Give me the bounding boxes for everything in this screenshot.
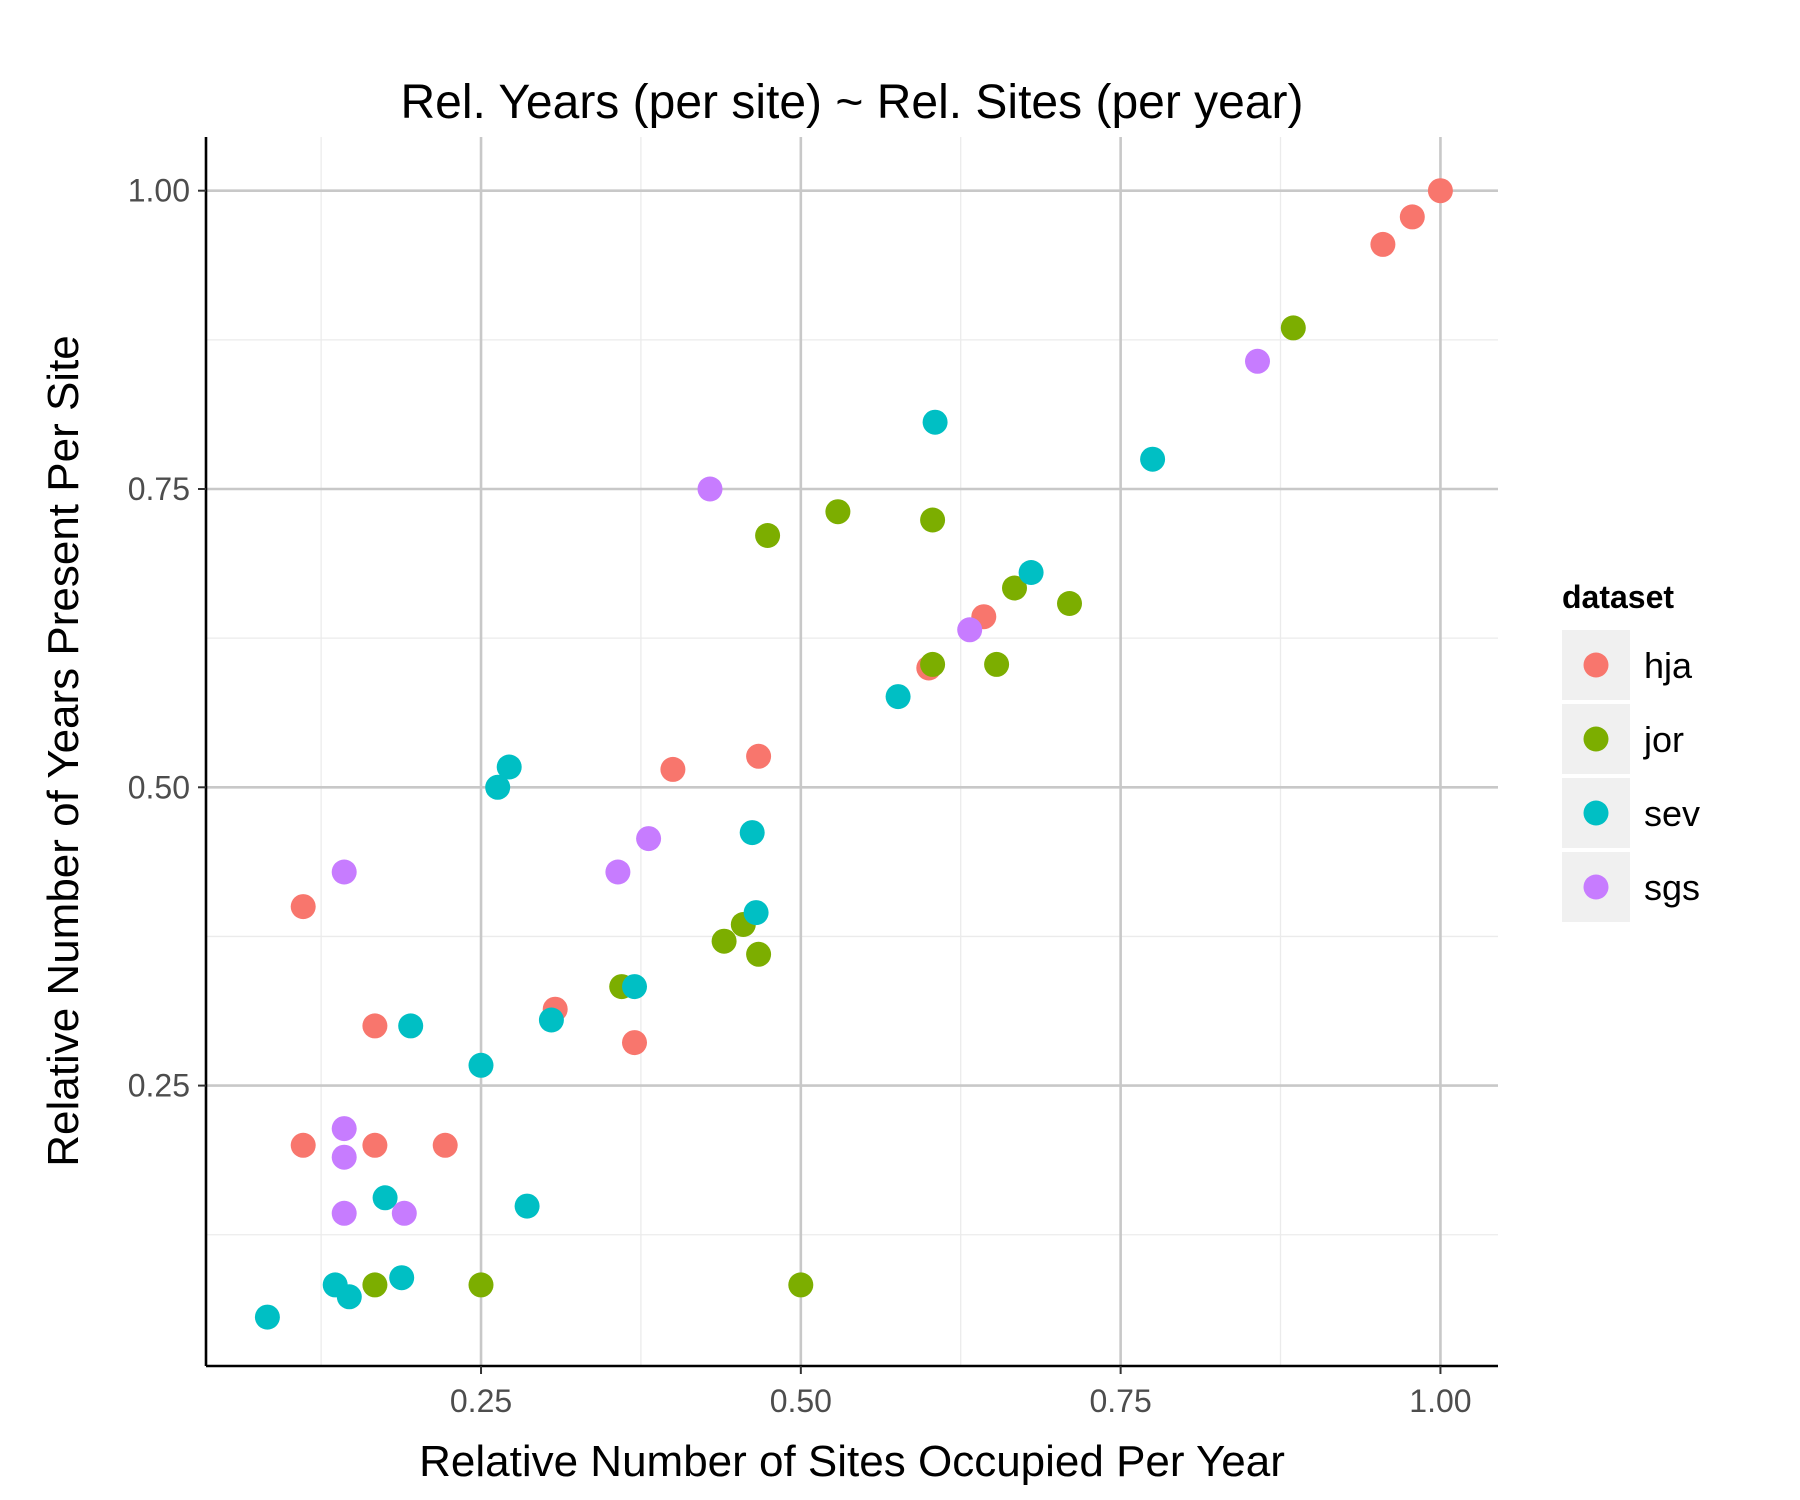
data-point-jor	[920, 651, 946, 677]
data-point-sev	[1018, 560, 1044, 585]
data-point-sgs	[697, 476, 723, 502]
y-tick-label: 0.75	[128, 471, 190, 507]
y-axis-title: Relative Number of Years Present Per Sit…	[39, 335, 88, 1167]
data-point-jor	[788, 1272, 814, 1298]
x-tick-label: 0.50	[770, 1383, 832, 1419]
x-tick-label: 0.25	[450, 1383, 512, 1419]
data-point-sev	[1140, 446, 1166, 472]
chart-title: Rel. Years (per site) ~ Rel. Sites (per …	[400, 76, 1303, 129]
legend-marker-sev	[1583, 800, 1609, 826]
y-tick-label: 1.00	[128, 173, 190, 209]
data-point-jor	[1280, 315, 1306, 341]
data-point-jor	[920, 507, 946, 533]
data-point-hja	[1399, 204, 1425, 230]
y-tick-label: 0.25	[128, 1068, 190, 1104]
x-axis-title: Relative Number of Sites Occupied Per Ye…	[419, 1437, 1285, 1486]
legend-marker-jor	[1583, 726, 1609, 752]
data-point-sgs	[331, 1116, 357, 1142]
data-point-jor	[755, 523, 781, 548]
data-point-sev	[468, 1052, 494, 1078]
data-point-hja	[290, 894, 316, 920]
data-point-sev	[538, 1007, 564, 1033]
data-point-sgs	[391, 1200, 417, 1226]
data-point-sgs	[1245, 348, 1270, 374]
data-point-sgs	[331, 1200, 357, 1226]
data-point-sgs	[636, 826, 662, 852]
data-point-sev	[514, 1193, 540, 1219]
data-point-hja	[362, 1013, 388, 1039]
data-point-sev	[372, 1185, 398, 1211]
data-point-sev	[743, 900, 769, 926]
data-point-sev	[739, 820, 765, 846]
data-point-hja	[1370, 231, 1396, 257]
data-point-hja	[746, 743, 772, 769]
data-point-sev	[885, 684, 911, 710]
data-point-jor	[825, 499, 851, 525]
data-point-jor	[1002, 575, 1027, 601]
data-point-jor	[984, 651, 1010, 677]
legend-label-hja: hja	[1644, 645, 1693, 686]
data-point-jor	[1057, 591, 1082, 616]
data-point-hja	[1427, 178, 1453, 204]
legend-label-sgs: sgs	[1644, 867, 1700, 908]
y-tick-label: 0.50	[128, 769, 190, 805]
tick-labels: 0.25 0.50 0.75 1.00 0.25 0.50 0.75 1.00	[128, 173, 1472, 1419]
data-point-sgs	[331, 1144, 357, 1170]
legend-label-sev: sev	[1644, 793, 1700, 834]
data-point-hja	[290, 1132, 316, 1158]
data-point-sev	[254, 1304, 280, 1330]
axes	[204, 137, 1498, 1368]
data-point-sev	[622, 974, 647, 1000]
data-point-sev	[922, 409, 948, 435]
legend-label-jor: jor	[1643, 719, 1684, 760]
data-point-jor	[468, 1272, 494, 1298]
data-point-sev	[389, 1265, 415, 1291]
data-point-jor	[746, 941, 772, 967]
data-point-sgs	[331, 859, 357, 885]
data-point-hja	[622, 1030, 647, 1056]
data-point-hja	[432, 1132, 458, 1158]
data-points	[254, 178, 1453, 1330]
data-point-sev	[496, 754, 522, 780]
legend-marker-hja	[1583, 652, 1609, 678]
data-point-sgs	[605, 859, 631, 885]
legend-items: hja jor sev sgs	[1562, 630, 1700, 922]
legend: dataset hja jor sev sgs	[1562, 579, 1700, 922]
grid	[206, 137, 1498, 1366]
legend-title: dataset	[1562, 579, 1674, 615]
data-point-hja	[660, 756, 686, 782]
x-tick-label: 1.00	[1409, 1383, 1471, 1419]
data-point-sgs	[957, 617, 983, 643]
data-point-sev	[485, 774, 511, 800]
data-point-sev	[336, 1284, 362, 1310]
data-point-sev	[398, 1013, 424, 1039]
data-point-jor	[362, 1272, 388, 1298]
x-tick-label: 0.75	[1089, 1383, 1151, 1419]
data-point-jor	[711, 928, 737, 954]
legend-marker-sgs	[1583, 874, 1609, 900]
data-point-hja	[362, 1132, 388, 1158]
